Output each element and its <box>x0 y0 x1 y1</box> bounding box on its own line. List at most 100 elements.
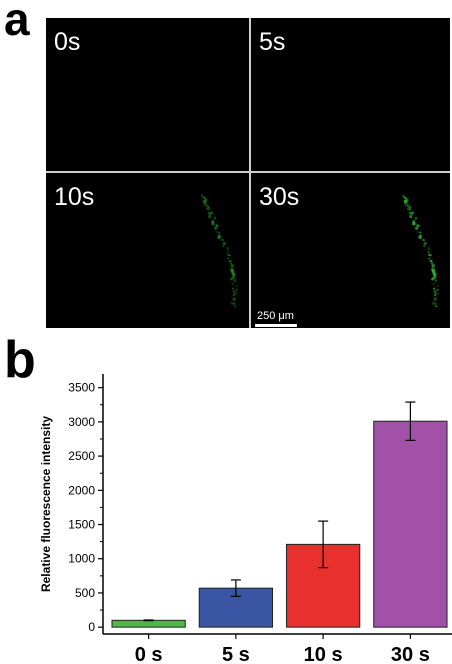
fluorescent-strand-30s <box>402 194 439 308</box>
strand-10s-speck <box>222 245 225 248</box>
strand-10s-speck <box>230 269 234 273</box>
horizontal-divider <box>46 171 450 173</box>
strand-10s-speck <box>213 217 217 220</box>
microscopy-panel: 0s 5s 10s 30s 250 μm <box>46 18 450 328</box>
strand-10s-speck <box>230 269 235 274</box>
bar-0s <box>111 619 186 628</box>
scale-bar <box>255 324 297 327</box>
strand-10s-speck <box>211 222 215 226</box>
strand-10s-speck <box>229 254 232 257</box>
vertical-divider <box>249 18 251 328</box>
strand-10s-speck <box>233 292 236 296</box>
x-tick-label: 5 s <box>222 644 250 664</box>
strand-10s-speck <box>230 262 233 265</box>
strand-10s-speck <box>201 195 204 198</box>
strand-30s-speck <box>433 298 437 302</box>
strand-10s-speck <box>229 267 234 272</box>
strand-30s-speck <box>409 215 413 219</box>
strand-30s-speck <box>406 207 410 211</box>
strand-30s-speck <box>435 305 438 308</box>
strand-30s-speck <box>429 259 433 263</box>
strand-10s-speck <box>230 277 233 281</box>
fluorescent-strand-10s <box>201 194 238 308</box>
strand-10s-speck <box>205 204 210 208</box>
strand-30s-speck <box>434 279 438 283</box>
strand-30s-speck <box>431 262 434 265</box>
strand-10s-speck <box>220 238 223 241</box>
time-label-10s: 10s <box>54 183 95 211</box>
strand-30s-speck <box>404 202 408 207</box>
micrograph-tile-5s: 5s <box>251 18 450 171</box>
strand-30s-speck <box>431 301 436 305</box>
panel-b-letter: b <box>4 331 36 389</box>
strand-30s-speck <box>422 239 425 242</box>
strand-10s-speck <box>209 211 213 215</box>
time-label-5s: 5s <box>259 28 286 56</box>
y-tick-label: 3000 <box>68 415 95 429</box>
strand-30s-speck <box>436 285 439 287</box>
time-label-30s: 30s <box>259 183 300 211</box>
y-tick-label: 1000 <box>68 552 95 566</box>
strand-30s-speck <box>434 302 437 305</box>
y-tick-label: 2500 <box>68 449 95 463</box>
time-label-0s: 0s <box>54 28 81 56</box>
strand-30s-speck <box>431 264 435 268</box>
strand-10s-speck <box>235 288 238 292</box>
micrograph-tile-30s: 30s 250 μm <box>251 173 450 328</box>
strand-30s-speck <box>414 217 418 220</box>
strand-10s-speck <box>228 259 232 263</box>
strand-10s-speck <box>231 272 235 276</box>
strand-10s-speck <box>226 248 229 251</box>
strand-10s-speck <box>203 202 207 207</box>
strand-10s-speck <box>208 206 211 209</box>
strand-10s-speck <box>235 285 238 287</box>
strand-30s-speck <box>428 257 431 260</box>
strand-10s-speck <box>217 235 221 240</box>
strand-30s-speck <box>427 246 430 249</box>
strand-10s-speck <box>231 275 236 279</box>
strand-30s-speck <box>433 290 437 293</box>
strand-10s-speck <box>232 298 236 302</box>
strand-30s-speck <box>419 231 422 234</box>
strand-10s-speck <box>221 239 224 242</box>
strand-10s-speck <box>210 219 215 224</box>
scale-bar-label: 250 μm <box>257 310 294 322</box>
strand-30s-speck <box>403 196 407 200</box>
strand-30s-speck <box>409 206 412 209</box>
strand-10s-speck <box>208 215 212 219</box>
strand-30s-speck <box>402 194 404 197</box>
strand-10s-speck <box>215 224 218 227</box>
strand-30s-speck <box>416 231 419 233</box>
strand-10s-speck <box>236 292 238 294</box>
strand-10s-speck <box>203 197 207 200</box>
strand-10s-speck <box>232 273 236 277</box>
strand-30s-speck <box>416 224 419 227</box>
strand-10s-speck <box>202 199 207 204</box>
strand-10s-speck <box>227 253 230 257</box>
strand-30s-speck <box>433 287 436 290</box>
micrograph-tile-10s: 10s <box>46 173 249 328</box>
strand-10s-speck <box>233 279 237 283</box>
strand-10s-speck <box>218 231 221 234</box>
strand-30s-speck <box>408 211 412 215</box>
strand-30s-speck <box>433 297 438 301</box>
strand-10s-speck <box>232 290 236 293</box>
strand-10s-speck <box>211 220 215 223</box>
strand-30s-speck <box>424 242 427 245</box>
strand-30s-speck <box>406 204 411 208</box>
strand-30s-speck <box>418 235 422 239</box>
strand-30s-speck <box>437 292 439 294</box>
strand-10s-speck <box>218 234 221 238</box>
y-axis-label: Relative fluorescence intensity <box>39 416 53 592</box>
strand-30s-speck <box>414 226 419 230</box>
strand-10s-speck <box>226 257 229 260</box>
strand-30s-speck <box>410 211 414 215</box>
strand-30s-speck <box>431 269 436 274</box>
strand-10s-speck <box>226 251 229 254</box>
strand-10s-speck <box>231 282 234 286</box>
strand-10s-speck <box>232 287 235 290</box>
y-tick-label: 1500 <box>68 518 95 532</box>
strand-10s-speck <box>202 196 206 200</box>
strand-30s-speck <box>436 288 439 292</box>
strand-30s-speck <box>427 248 430 251</box>
